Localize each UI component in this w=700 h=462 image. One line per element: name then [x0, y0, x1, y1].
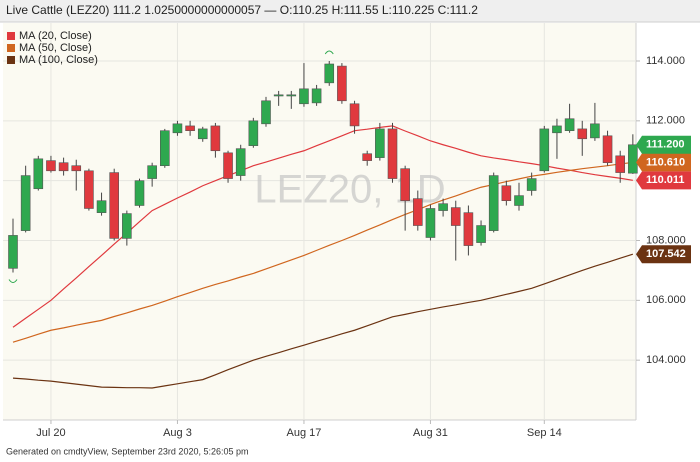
candle-body	[324, 63, 335, 84]
candle-body	[412, 198, 423, 226]
candle-body	[273, 94, 284, 97]
candle-body	[58, 162, 69, 172]
candle-body	[590, 123, 600, 139]
price-label: 111.200	[646, 139, 685, 151]
candle-body	[109, 172, 119, 239]
candle-body	[210, 125, 221, 152]
y-tick-label: 104.000	[646, 354, 686, 366]
candle-body	[349, 103, 360, 127]
candle-body	[185, 125, 195, 132]
footer: Generated on cmdtyView, September 23rd 2…	[6, 446, 249, 456]
price-label: 110.011	[646, 174, 685, 186]
low-marker	[8, 279, 18, 284]
x-tick-label: Aug 3	[163, 427, 192, 439]
high-marker	[324, 50, 334, 55]
price-label: 107.542	[646, 248, 686, 260]
candle-body	[552, 125, 562, 134]
candle-body	[387, 128, 398, 179]
candle-body	[147, 165, 157, 179]
axis-labels: 104.000106.000108.000110.000112.000114.0…	[36, 55, 691, 439]
x-tick-label: Aug 31	[413, 427, 448, 439]
x-tick-label: Aug 17	[287, 427, 322, 439]
candle-body	[400, 168, 410, 202]
price-label-box	[636, 135, 691, 154]
legend: MA (20, Close)MA (50, Close)MA (100, Clo…	[7, 30, 98, 66]
candle-body	[160, 130, 170, 167]
candle-body	[71, 165, 82, 172]
chart-title: Live Cattle (LEZ20) 111.2 1.025000000000…	[6, 3, 478, 17]
candle-body	[235, 148, 246, 176]
price-label-box	[636, 245, 691, 264]
candle-body	[197, 128, 208, 140]
candle-body	[261, 100, 271, 125]
candle-body	[577, 128, 588, 140]
candle-body	[438, 203, 448, 211]
candle-body	[299, 88, 309, 105]
x-tick-label: Jul 20	[36, 427, 65, 439]
candle-body	[463, 212, 474, 246]
y-tick-label: 106.000	[646, 294, 686, 306]
candle-body	[46, 160, 56, 172]
candle-body	[488, 175, 499, 231]
y-tick-label: 112.000	[646, 115, 685, 127]
candle-body	[33, 158, 44, 190]
candle-body	[122, 213, 132, 239]
candle-body	[223, 152, 233, 179]
candle-body	[134, 180, 145, 206]
candle-body	[96, 200, 107, 213]
y-tick-label: 108.000	[646, 234, 686, 246]
candle-body	[84, 170, 94, 209]
candle-body	[20, 175, 31, 231]
candle-body	[476, 225, 486, 243]
ma-lines	[12, 125, 634, 389]
legend-swatch	[7, 32, 15, 40]
candle-body	[450, 207, 461, 226]
candle-body	[602, 135, 613, 164]
candle-body	[8, 235, 18, 269]
price-label-box	[636, 171, 691, 190]
price-label-box	[636, 153, 691, 172]
legend-swatch	[7, 44, 15, 52]
candle-body	[615, 155, 626, 173]
candle-body	[337, 65, 347, 102]
candle-body	[526, 178, 537, 191]
ma-line	[12, 253, 634, 389]
candle-body	[425, 208, 436, 238]
ma-line	[12, 125, 633, 328]
candle-body	[539, 128, 550, 172]
legend-label: MA (20, Close)	[19, 30, 92, 42]
candle-body	[286, 94, 297, 97]
price-label: 110.610	[646, 156, 685, 168]
legend-label: MA (50, Close)	[19, 42, 92, 54]
candle-body	[248, 120, 259, 146]
y-tick-label: 114.000	[646, 55, 685, 67]
header-bar	[0, 0, 700, 22]
ma-line	[12, 161, 633, 343]
candles	[8, 50, 638, 284]
candle-body	[628, 144, 638, 174]
candle-body	[375, 128, 385, 158]
candle-body	[514, 195, 524, 206]
legend-label: MA (100, Close)	[19, 54, 98, 66]
candle-body	[564, 118, 575, 132]
legend-swatch	[7, 56, 15, 64]
candle-body	[311, 88, 322, 104]
candle-body	[362, 153, 373, 161]
x-tick-label: Sep 14	[527, 427, 562, 439]
candle-body	[501, 185, 512, 202]
candle-body	[172, 123, 183, 134]
